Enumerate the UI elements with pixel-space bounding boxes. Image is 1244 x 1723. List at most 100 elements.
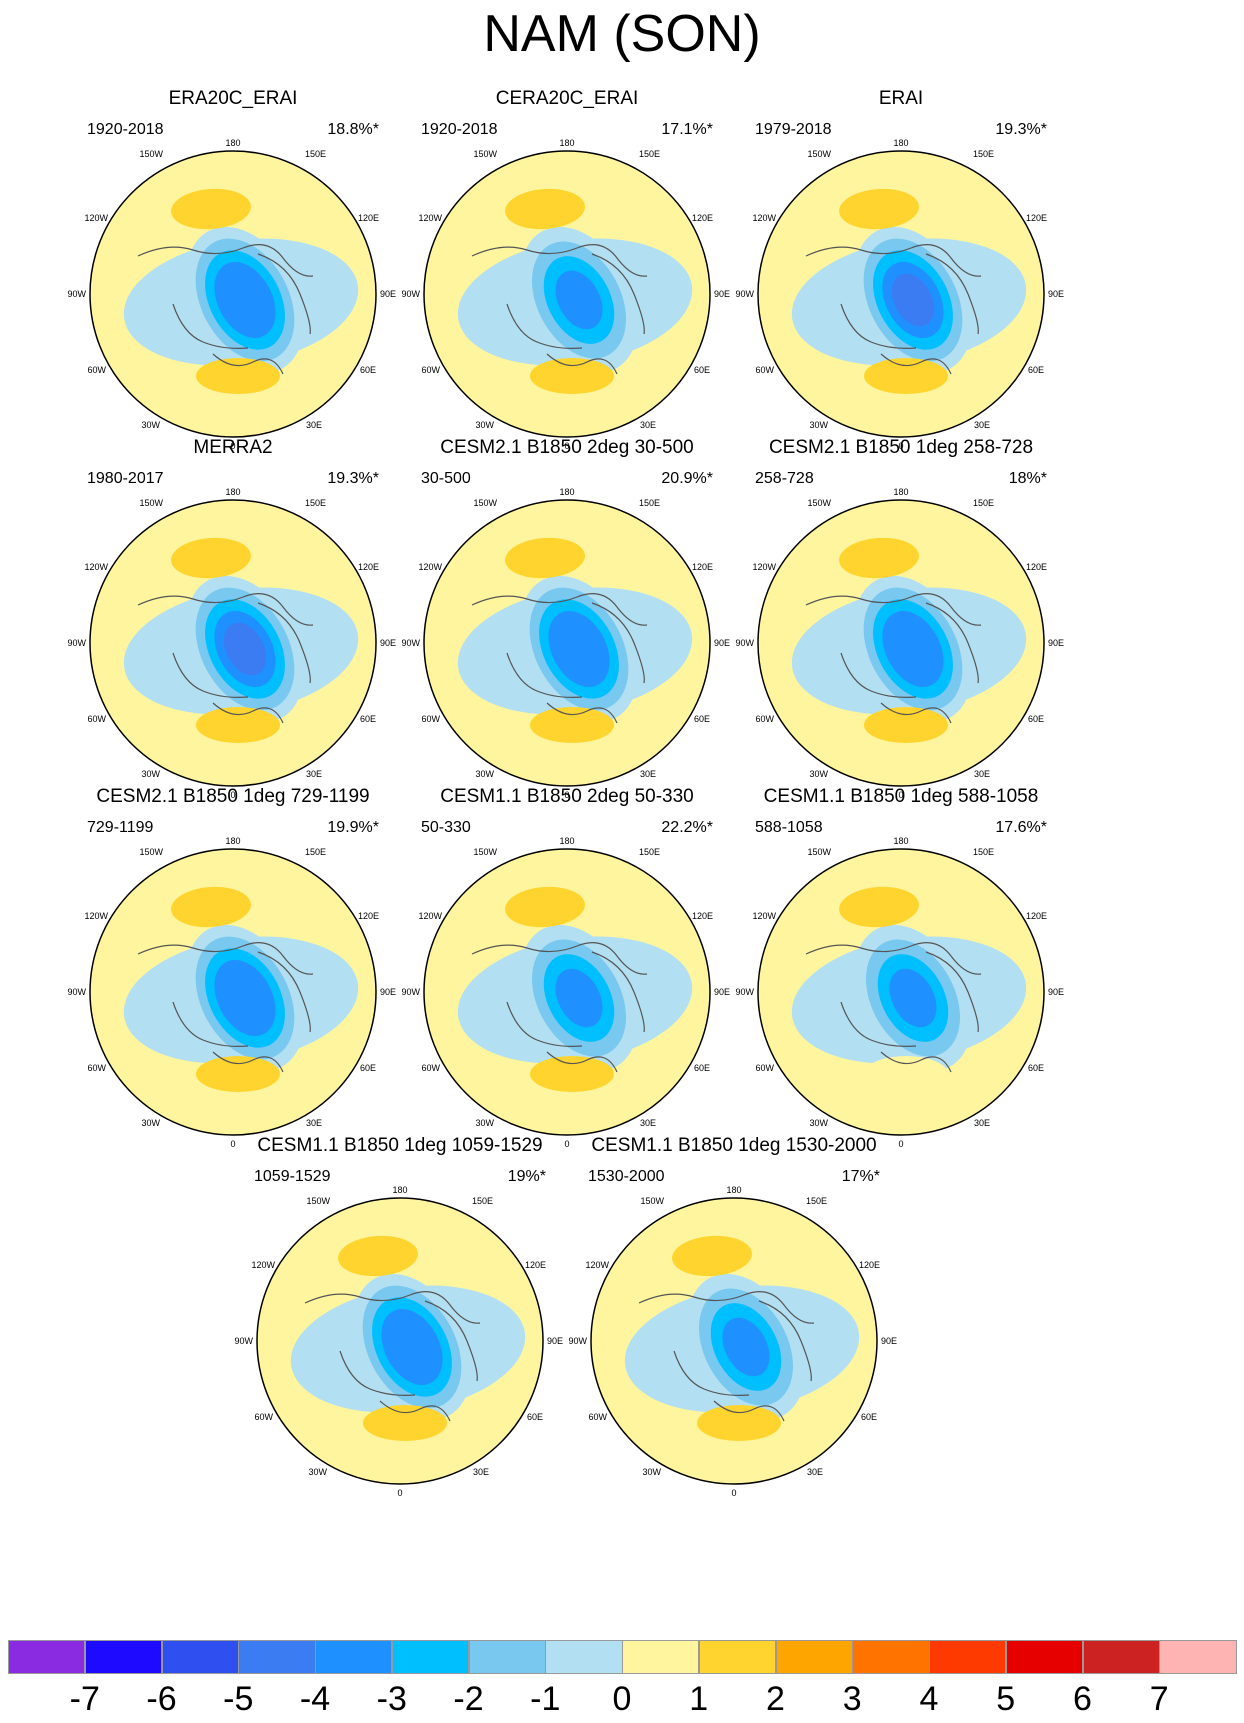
coastline-outline [304, 1291, 481, 1422]
colorbar-swatch [1159, 1640, 1237, 1674]
panel-variance: 19%* [507, 1168, 546, 1185]
longitude-label: 90W [401, 987, 420, 997]
colorbar-tick-label: -6 [146, 1680, 177, 1718]
colorbar-swatch [622, 1640, 700, 1674]
longitude-label: 150E [305, 498, 326, 508]
panel-title: CERA20C_ERAI [495, 88, 639, 109]
longitude-label: 150W [473, 149, 497, 159]
longitude-label: 150W [306, 1196, 330, 1206]
colorbar-tick-label: -4 [299, 1680, 331, 1718]
longitude-label: 150E [973, 498, 994, 508]
coastline-outline [137, 942, 314, 1073]
panel-period: 30-500 [421, 470, 471, 487]
longitude-label: 60E [694, 714, 710, 724]
longitude-label: 30E [640, 420, 656, 430]
coastline-outline [137, 593, 314, 724]
map-panel: MERRA2 1980-2017 19.3%* 180 0 90W 90E 150W 120W 1… [63, 437, 403, 800]
longitude-label: 90W [67, 289, 86, 299]
panel-title: CESM1.1 B1850 2deg 50-330 [440, 786, 694, 807]
panel-period: 1059-1529 [254, 1168, 331, 1185]
field-center-negative [390, 1320, 434, 1374]
longitude-label: 30W [642, 1467, 661, 1477]
longitude-label: 90W [735, 987, 754, 997]
map-boundary-circle [423, 499, 711, 787]
longitude-label: 30E [974, 420, 990, 430]
longitude-label: 120W [418, 562, 442, 572]
colorbar-swatch [1082, 1640, 1160, 1674]
colorbar-tick-label: -3 [376, 1680, 407, 1718]
panel-variance: 20.9%* [661, 470, 713, 487]
map-boundary-circle [757, 499, 1045, 787]
panel-variance: 17.6%* [995, 819, 1047, 836]
longitude-label: 60W [755, 365, 774, 375]
longitude-label: 180 [893, 487, 908, 497]
panel-title: CESM2.1 B1850 1deg 258-728 [768, 437, 1034, 458]
polar-map: 180 0 90W 90E 150W 120W 150E 120E 60W 30W 60E 30E [67, 487, 396, 800]
field-pacific-positive [505, 886, 585, 928]
longitude-label: 180 [392, 1185, 407, 1195]
longitude-label: 120W [752, 562, 776, 572]
longitude-label: 30E [306, 1118, 322, 1128]
field-atlantic-positive [196, 358, 280, 394]
longitude-label: 150W [473, 498, 497, 508]
field-center-negative [555, 968, 603, 1028]
panel-variance: 19.3%* [327, 470, 379, 487]
longitude-label: 90W [67, 987, 86, 997]
panel-title: MERRA2 [193, 437, 273, 458]
map-boundary-circle [256, 1197, 544, 1485]
panel-period: 50-330 [421, 819, 471, 836]
map-panel: CESM1.1 B1850 1deg 1059-1529 1059-1529 19%… [230, 1135, 570, 1498]
longitude-label: 90E [1048, 638, 1064, 648]
longitude-label: 30W [475, 769, 494, 779]
longitude-label: 120E [1026, 911, 1047, 921]
field-pacific-positive [839, 188, 919, 230]
longitude-label: 0 [898, 1139, 903, 1149]
map-panel: CESM1.1 B1850 1deg 588-1058 588-1058 17.6%… [731, 786, 1071, 1149]
field-pacific-positive [839, 537, 919, 579]
longitude-label: 0 [230, 1139, 235, 1149]
longitude-label: 90E [714, 638, 730, 648]
field-center-negative [223, 622, 267, 676]
field-pacific-positive [505, 188, 585, 230]
longitude-label: 90W [735, 638, 754, 648]
longitude-label: 0 [397, 1488, 402, 1498]
panel-variance: 18%* [1008, 470, 1047, 487]
page-title: NAM (SON) [483, 5, 761, 63]
longitude-label: 180 [893, 836, 908, 846]
longitude-label: 150E [973, 847, 994, 857]
panel-period: 1920-2018 [87, 121, 164, 138]
colorbar-tick-label: 6 [1073, 1680, 1092, 1718]
longitude-label: 150W [807, 149, 831, 159]
polar-map: 180 0 90W 90E 150W 120W 150E 120E 60W 30W 60E 30E [735, 138, 1064, 451]
longitude-label: 30W [141, 420, 160, 430]
longitude-label: 60E [360, 365, 376, 375]
coastline-outline [137, 244, 314, 375]
map-boundary-circle [590, 1197, 878, 1485]
longitude-label: 90E [1048, 987, 1064, 997]
colorbar-swatch [315, 1640, 393, 1674]
field-center-negative [889, 968, 937, 1028]
map-panel: ERAI 1979-2018 19.3%* 180 0 90W 90E 150W 120W 150… [731, 88, 1071, 451]
field-pacific-positive [171, 188, 251, 230]
field-atlantic-positive [697, 1405, 781, 1441]
field-center-negative [555, 270, 603, 330]
panel-period: 588-1058 [755, 819, 823, 836]
polar-map: 180 0 90W 90E 150W 120W 150E 120E 60W 30W 60E 30E [735, 836, 1064, 1149]
longitude-label: 0 [230, 441, 235, 451]
colorbar-swatch [929, 1640, 1007, 1674]
map-boundary-circle [757, 848, 1045, 1136]
panel-period: 1530-2000 [588, 1168, 665, 1185]
colorbar-swatch [161, 1640, 239, 1674]
longitude-label: 120W [84, 213, 108, 223]
longitude-label: 120E [692, 911, 713, 921]
map-panel: CESM1.1 B1850 2deg 50-330 50-330 22.2%* 180… [397, 786, 737, 1149]
colorbar-tick-label: 3 [842, 1680, 862, 1718]
longitude-label: 120E [358, 213, 379, 223]
longitude-label: 150W [640, 1196, 664, 1206]
colorbar-swatch [391, 1640, 469, 1674]
colorbar-tick-label: 0 [612, 1680, 632, 1718]
longitude-label: 30W [475, 420, 494, 430]
longitude-label: 90E [714, 987, 730, 997]
colorbar-swatch [698, 1640, 776, 1674]
polar-map: 180 0 90W 90E 150W 120W 150E 120E 60W 30W 60E 30E [401, 138, 730, 451]
